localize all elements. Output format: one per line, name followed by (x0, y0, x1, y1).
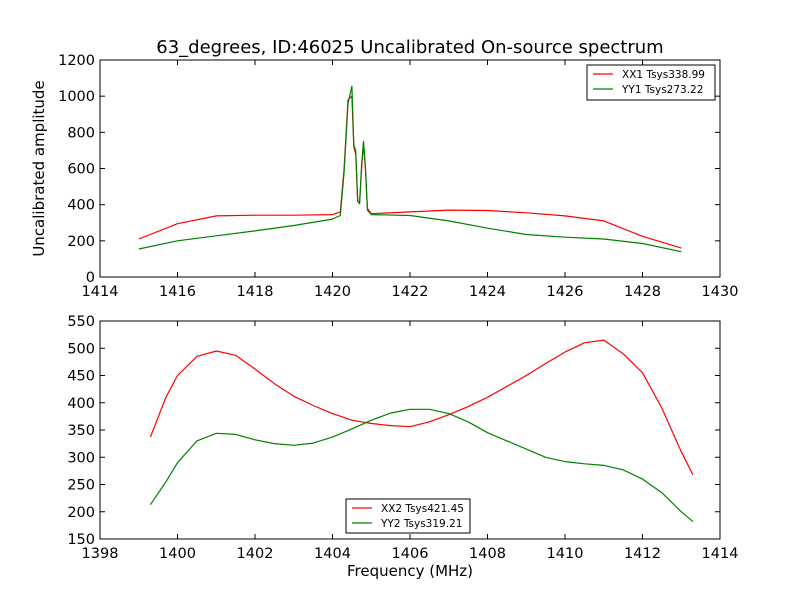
x-tick-label: 1420 (314, 284, 351, 300)
bottom-legend-entry-xx2: XX2 Tsys421.45 (381, 503, 464, 515)
x-tick-label: 1404 (314, 546, 351, 562)
top-plot-ylabel: Uncalibrated amplitude (30, 80, 48, 256)
x-tick-label: 1402 (237, 546, 274, 562)
y-tick-label: 1200 (58, 53, 95, 69)
series-line-yy2 (149, 408, 694, 523)
bottom-spectrum-plot: 1398 1400 1402 1404 1406 1408 1410 1412 1414 150 2… (67, 314, 738, 580)
top-legend-entry-xx1: XX1 Tsys338.99 (622, 69, 705, 81)
x-tick-label: 1424 (469, 284, 506, 300)
x-tick-label: 1410 (547, 546, 584, 562)
bottom-plot-xlabel: Frequency (MHz) (347, 562, 473, 580)
top-plot-series (138, 85, 682, 253)
y-tick-label: 200 (67, 505, 95, 521)
bottom-plot-series (149, 339, 694, 523)
y-tick-label: 600 (67, 162, 95, 178)
x-tick-label: 1400 (159, 546, 196, 562)
x-tick-label: 1398 (82, 546, 119, 562)
y-tick-label: 250 (67, 478, 95, 494)
y-tick-label: 350 (67, 423, 95, 439)
y-tick-label: 400 (67, 198, 95, 214)
x-tick-label: 1416 (159, 284, 196, 300)
y-tick-label: 800 (67, 125, 95, 141)
x-tick-label: 1414 (82, 284, 119, 300)
x-tick-label: 1406 (392, 546, 429, 562)
series-line-yy1 (138, 85, 682, 253)
top-legend-entry-yy1: YY1 Tsys273.22 (621, 84, 703, 96)
x-tick-label: 1408 (469, 546, 506, 562)
bottom-plot-legend: XX2 Tsys421.45 YY2 Tsys319.21 (345, 498, 471, 534)
x-tick-label: 1426 (547, 284, 584, 300)
y-tick-label: 550 (67, 314, 95, 330)
series-line-xx2 (149, 339, 694, 475)
y-tick-label: 200 (67, 234, 95, 250)
y-tick-label: 150 (67, 532, 95, 548)
y-tick-label: 1000 (58, 89, 95, 105)
top-plot-legend: XX1 Tsys338.99 YY1 Tsys273.22 (586, 64, 716, 101)
top-legend-box (586, 64, 716, 101)
x-tick-label: 1414 (702, 546, 739, 562)
x-tick-label: 1422 (392, 284, 429, 300)
y-tick-label: 400 (67, 396, 95, 412)
bottom-legend-entry-yy2: YY2 Tsys319.21 (380, 518, 462, 530)
x-tick-label: 1412 (624, 546, 661, 562)
y-tick-label: 500 (67, 341, 95, 357)
x-tick-label: 1428 (624, 284, 661, 300)
x-tick-label: 1430 (702, 284, 739, 300)
bottom-plot-ticks: 1398 1400 1402 1404 1406 1408 1410 1412 1414 150 2… (67, 314, 738, 562)
top-spectrum-plot: 1414 1416 1418 1420 1422 1424 1426 1428 1430 0 200… (30, 53, 738, 300)
top-plot-ticks: 1414 1416 1418 1420 1422 1424 1426 1428 1430 0 200… (58, 53, 738, 300)
x-tick-label: 1418 (237, 284, 274, 300)
series-line-xx1 (138, 95, 682, 249)
y-tick-label: 450 (67, 369, 95, 385)
bottom-legend-box (345, 498, 471, 534)
y-tick-label: 300 (67, 450, 95, 466)
y-tick-label: 0 (86, 270, 95, 286)
figure-title: 63_degrees, ID:46025 Uncalibrated On-sou… (156, 37, 663, 58)
